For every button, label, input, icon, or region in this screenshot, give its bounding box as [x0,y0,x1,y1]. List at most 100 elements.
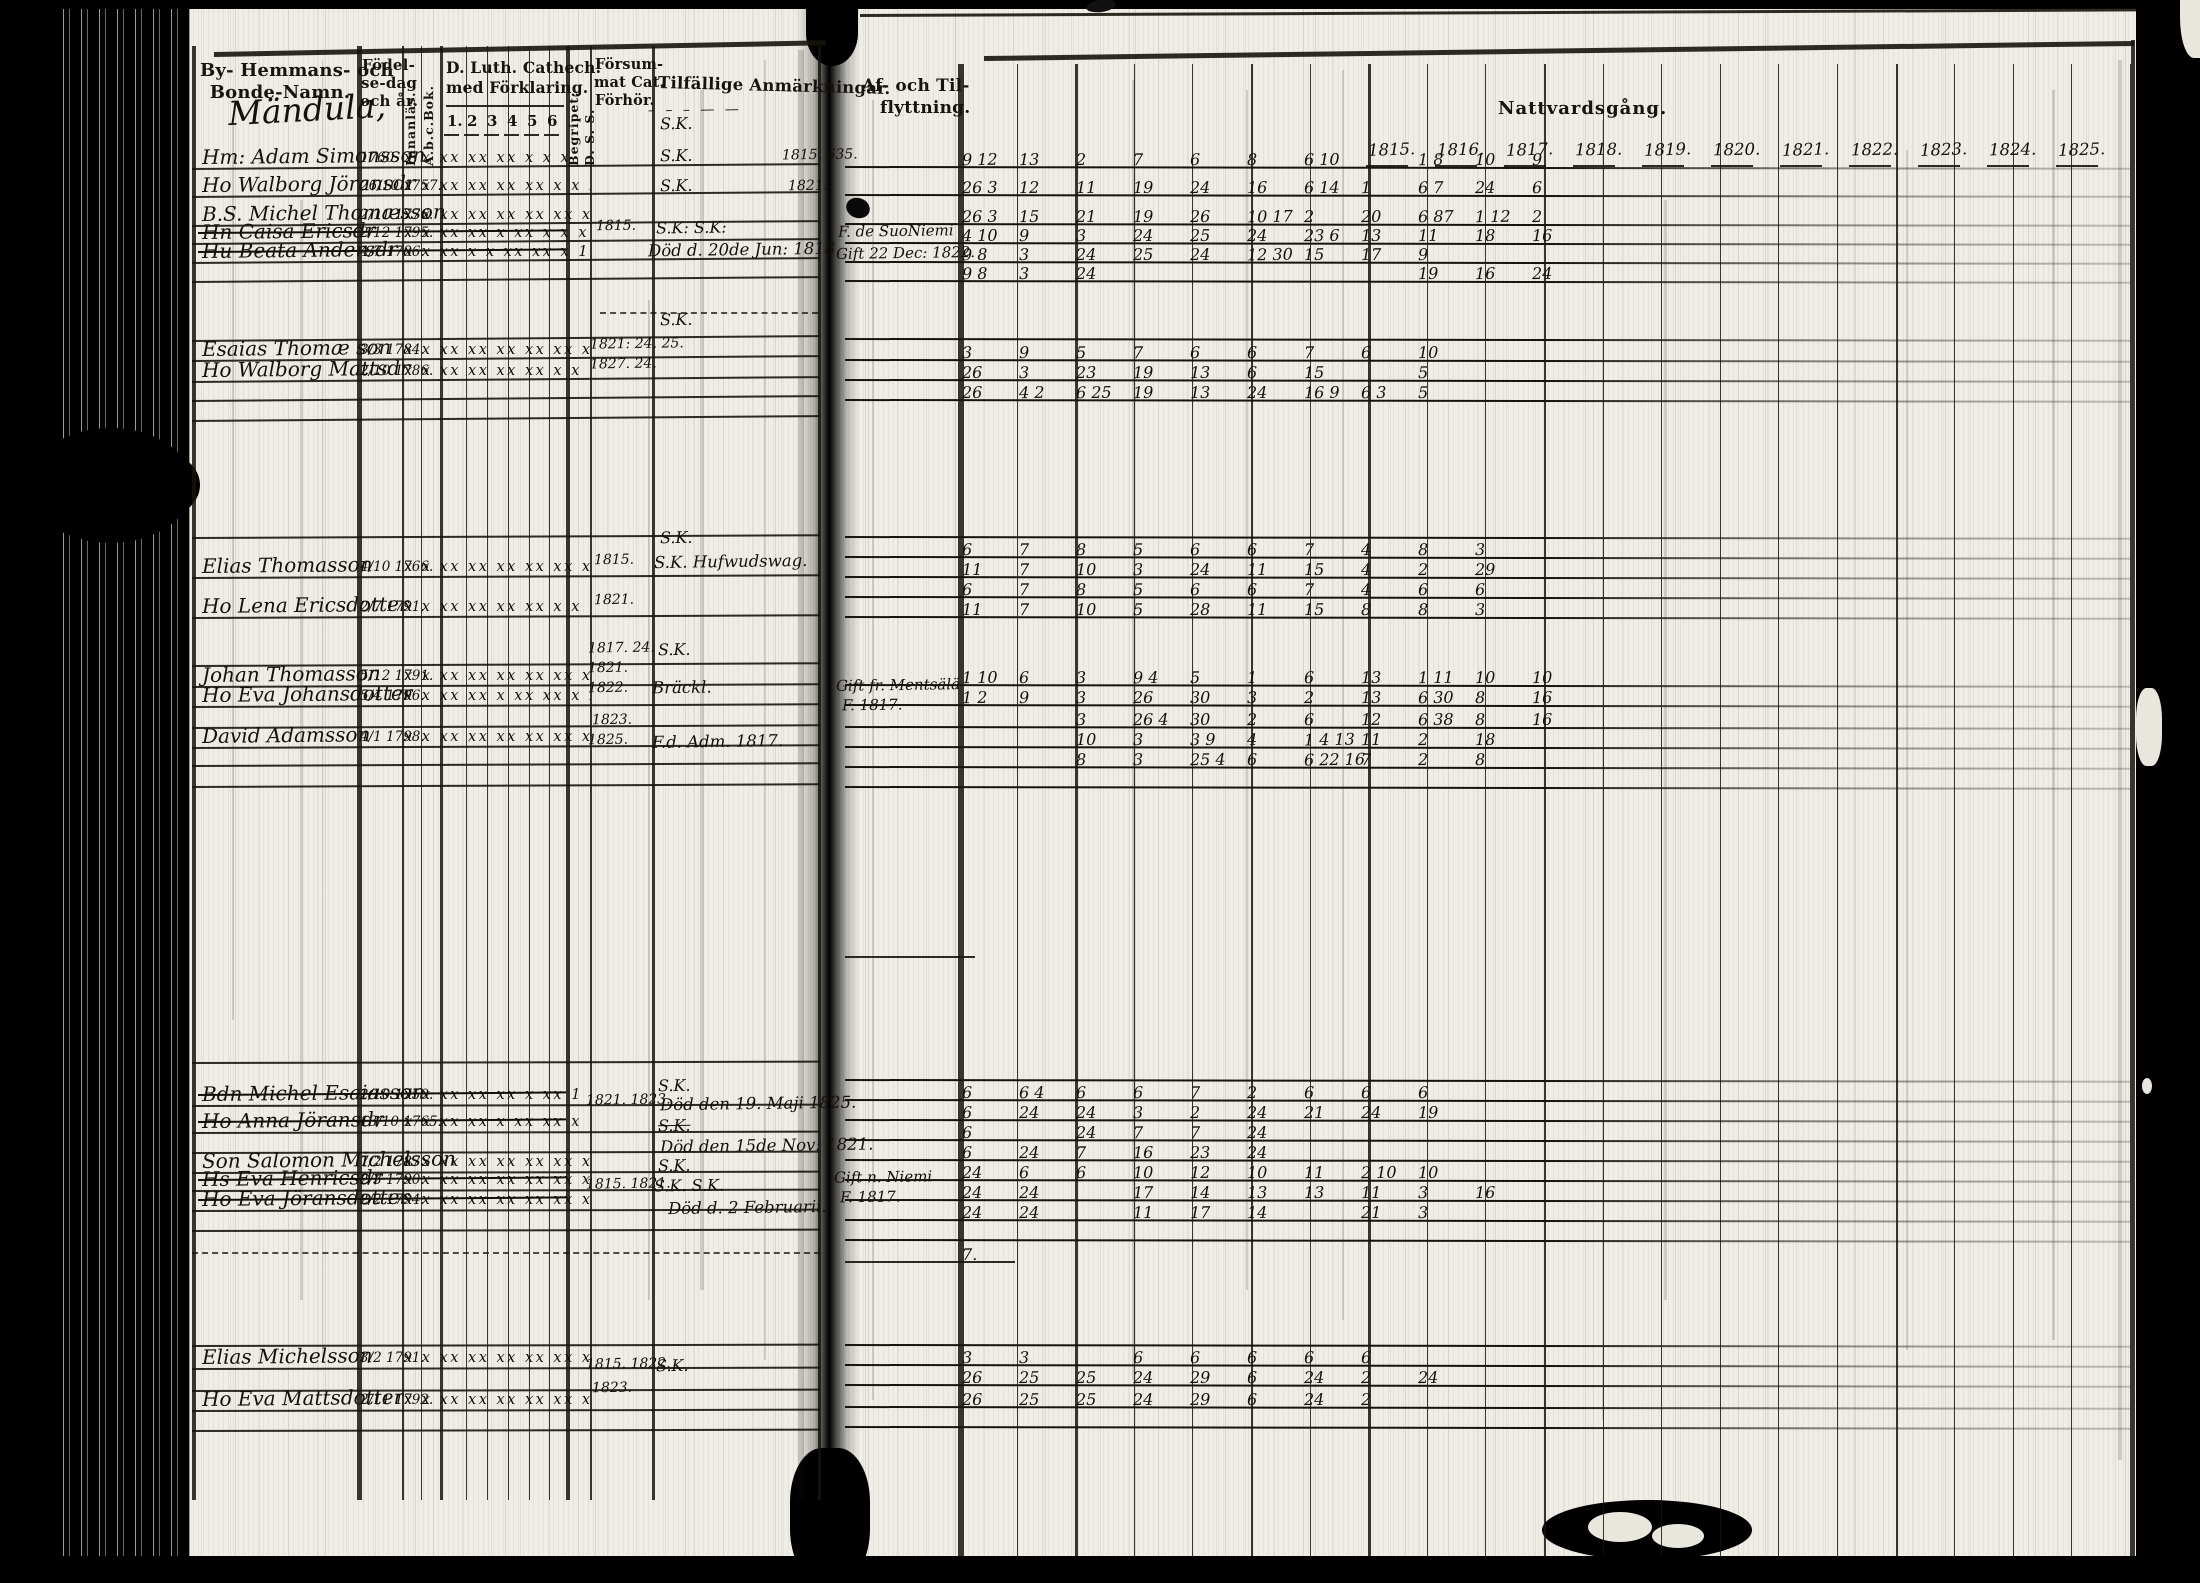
communion-value: 6 [1474,579,1486,600]
birth-date: 7/2 1787. [360,1154,425,1170]
birth-date: 5/12 1791. [360,668,434,684]
paper-smear-2 [322,60,323,1360]
annotation-fors: 1815. [595,217,637,235]
communion-value: 6 [1132,1082,1144,1103]
attendance-marks: x x xx xx xx xx xx x 1 [404,1350,590,1366]
attendance-marks: x x xx xx x xx xx x x [404,688,590,704]
communion-value: 11 [1246,599,1268,620]
annotation-fors: 1821. [593,591,635,609]
right-rule-line-29 [844,1239,2131,1243]
right-column-line-11 [1603,64,1604,1556]
annotation-rem: Död den 15de Nov: 1821. [659,1134,874,1157]
annotation-sk: S.K. [659,309,693,330]
communion-value: 8 [1075,539,1087,560]
catech-header-underline [446,105,564,107]
communion-value: 17 [1189,1202,1211,1223]
paper-smear-3 [648,300,650,1300]
communion-value: 24 [1246,1142,1268,1163]
annotation-fors: 1817. 24. [587,639,655,657]
communion-value: 3 [1417,1182,1429,1203]
communion-value: 2 [1246,1082,1258,1103]
communion-value: 25 [1018,1367,1040,1388]
communion-value: 11 [1132,1202,1154,1223]
right-column-line-2 [1075,64,1078,1556]
communion-value: 12 30 [1246,244,1293,265]
communion-value: 9 [1018,687,1030,708]
communion-value: 6 [1189,1347,1201,1368]
communion-value: 16 [1474,263,1496,284]
communion-value: 6 [1303,1347,1315,1368]
communion-value: 11 [1075,177,1097,198]
communion-value: 6 [1189,579,1201,600]
annotation-rem: Död d. 2 Februarii. [667,1196,827,1219]
communion-value: 6 [961,539,973,560]
communion-value: 26 [961,362,983,383]
communion-value: 19 [1132,206,1154,227]
communion-value: 24 [1132,1367,1154,1388]
communion-value: 25 [1018,1389,1040,1410]
communion-value: 11 [1246,559,1268,580]
paper-smear-0 [232,120,234,1020]
right-column-line-15 [1837,64,1838,1556]
page-edge-stripes [58,0,190,1583]
communion-value: 3 [1474,599,1486,620]
communion-value: 6 [1303,667,1315,688]
communion-value: 16 [1132,1142,1154,1163]
annotation-fors: 1823. [591,1379,633,1397]
communion-value: 26 [961,1389,983,1410]
paper-smear-5 [764,60,766,1360]
annotation-fors: 1825. [587,731,629,749]
communion-value: 9 12 [961,149,998,170]
year-label: 1815. [1367,139,1416,160]
communion-value: 24 [1417,1367,1439,1388]
communion-value: 25 [1075,1389,1097,1410]
communion-value: 16 [1474,1182,1496,1203]
communion-value: 10 [1417,342,1439,363]
communion-value: 1 [1246,667,1258,688]
communion-value: 23 [1189,1142,1211,1163]
communion-value: 7 [1189,1082,1201,1103]
communion-value: 10 [1531,667,1553,688]
annotation-sk: S.K. [659,175,693,196]
communion-value: 25 [1075,1367,1097,1388]
communion-value: 16 [1531,687,1553,708]
communion-value: 2 [1360,1367,1372,1388]
communion-value: 18 [1474,225,1496,246]
communion-value: 10 [1075,599,1097,620]
paper-smear-1 [300,200,303,1300]
communion-value: 6 [1189,149,1201,170]
communion-value: 16 [1246,177,1268,198]
communion-value: 1 8 [1417,149,1444,170]
left-page-top-border [213,40,826,57]
annotation-af: F. 1817. [839,1187,901,1207]
communion-value: 26 3 [961,206,998,227]
birth-date: 2/11 1776. [360,207,434,223]
communion-value: 19 [1132,177,1154,198]
bottom-blob-white-2 [1652,1524,1704,1548]
communion-value: 26 4 [1132,709,1169,730]
annotation-rem: Död den 19. Maji 1825. [659,1092,857,1115]
communion-value: 23 6 [1303,225,1340,246]
communion-value: 13 [1360,667,1382,688]
communion-value: 19 [1132,382,1154,403]
communion-value: 10 [1246,1162,1268,1183]
annotation-fors: 1823. [591,711,633,729]
communion-value: 24 [1189,559,1211,580]
left-column-line-9 [549,46,550,1500]
communion-value: 10 [1132,1162,1154,1183]
communion-value: 25 4 [1189,749,1226,770]
catech-subcol-number: 6 [547,112,558,130]
communion-value: 10 [1075,729,1097,750]
communion-value: 7 [1132,1122,1144,1143]
right-column-line-19 [2071,64,2072,1556]
right-rule-line-16 [844,704,2131,708]
header-name-col-line2: Bonde-Namn. [209,82,351,103]
right-column-line-5 [1251,64,1253,1556]
communion-value: 7 [1132,342,1144,363]
communion-value: 13 [1018,149,1040,170]
communion-value: 24 [1246,225,1268,246]
communion-value: 10 [1474,667,1496,688]
annotation-fors: 1815. [593,551,635,569]
header-catech-line1: D. Luth. Cathech. [446,58,602,77]
right-page-edge-line [2131,40,2135,1556]
